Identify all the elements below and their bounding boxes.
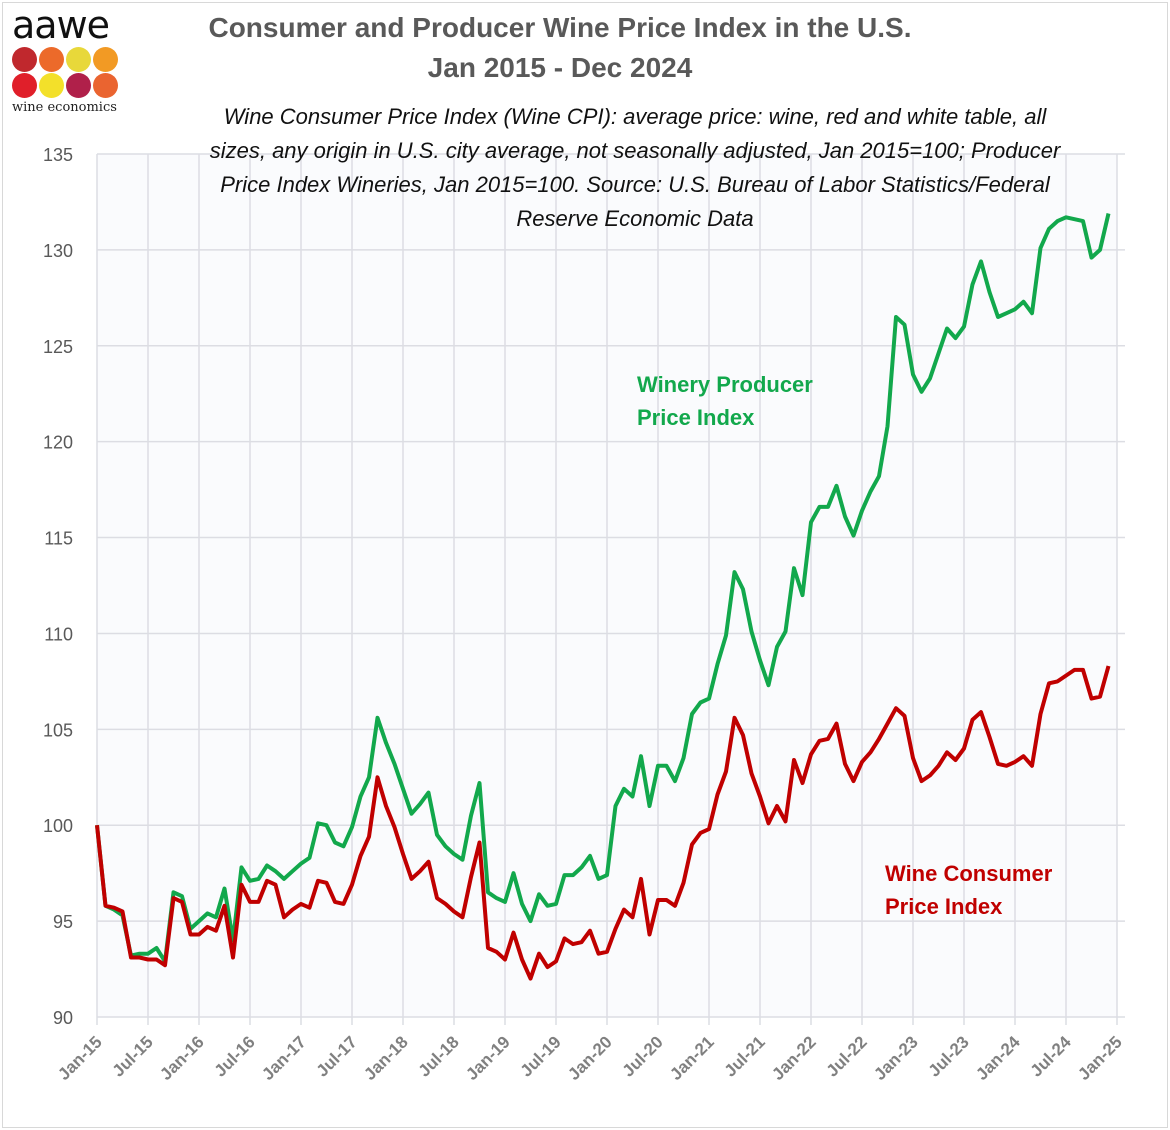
y-tick-label: 90 — [53, 1008, 73, 1028]
logo-dot — [12, 73, 37, 98]
cpi-series-label: Wine Consumer Price Index — [885, 857, 1052, 923]
y-tick-label: 125 — [43, 337, 73, 357]
x-tick-label: Jan-15 — [54, 1032, 106, 1084]
title-line-1: Consumer and Producer Wine Price Index i… — [208, 12, 912, 43]
y-tick-label: 120 — [43, 433, 73, 453]
logo-dot — [12, 47, 37, 72]
y-tick-label: 115 — [44, 529, 73, 549]
y-tick-label: 95 — [53, 912, 73, 932]
y-tick-label: 100 — [43, 816, 73, 836]
ppi-series-label: Winery Producer Price Index — [637, 368, 813, 434]
x-tick-label: Jan-23 — [870, 1032, 922, 1084]
x-tick-label: Jul-18 — [415, 1032, 463, 1080]
logo-dot — [93, 47, 118, 72]
logo-dot — [93, 73, 118, 98]
x-tick-label: Jul-21 — [721, 1032, 769, 1080]
x-tick-label: Jul-23 — [925, 1032, 973, 1080]
x-tick-label: Jan-22 — [768, 1032, 820, 1084]
title-line-2: Jan 2015 - Dec 2024 — [427, 52, 693, 83]
x-tick-label: Jan-17 — [258, 1032, 310, 1084]
logo-dot — [66, 73, 91, 98]
logo-dot — [39, 47, 64, 72]
y-tick-label: 110 — [44, 624, 73, 644]
logo-wordmark: aawe — [12, 3, 110, 47]
y-tick-label: 135 — [43, 145, 73, 165]
x-tick-label: Jan-24 — [972, 1032, 1024, 1084]
x-tick-label: Jan-20 — [564, 1032, 616, 1084]
x-tick-label: Jul-22 — [823, 1032, 871, 1080]
x-tick-label: Jul-19 — [517, 1032, 565, 1080]
chart-title: Consumer and Producer Wine Price Index i… — [140, 8, 980, 88]
x-tick-label: Jul-24 — [1027, 1032, 1076, 1081]
cpi-label-line-1: Wine Consumer — [885, 861, 1053, 886]
ppi-label-line-2: Price Index — [637, 405, 755, 430]
logo-tagline: wine economics — [12, 100, 117, 115]
x-tick-label: Jul-17 — [313, 1032, 361, 1080]
x-tick-label: Jan-21 — [666, 1032, 718, 1084]
x-tick-label: Jan-19 — [462, 1032, 514, 1084]
ppi-series-line — [95, 213, 1111, 964]
cpi-series-line — [95, 665, 1111, 981]
x-tick-label: Jul-15 — [109, 1032, 157, 1080]
x-tick-label: Jan-25 — [1074, 1032, 1126, 1084]
chart-subtitle: Wine Consumer Price Index (Wine CPI): av… — [209, 104, 1061, 231]
logo-dot — [39, 73, 64, 98]
logo-dots — [12, 47, 127, 98]
ppi-label-line-1: Winery Producer — [637, 372, 813, 397]
x-tick-label: Jan-18 — [360, 1032, 412, 1084]
aawe-logo: aawe wine economics — [12, 6, 127, 115]
cpi-label-line-2: Price Index — [885, 894, 1003, 919]
y-tick-label: 130 — [43, 241, 73, 261]
x-tick-label: Jan-16 — [156, 1032, 208, 1084]
x-tick-label: Jul-16 — [211, 1032, 259, 1080]
logo-dot — [66, 47, 91, 72]
y-tick-label: 105 — [43, 720, 73, 740]
x-tick-label: Jul-20 — [619, 1032, 667, 1080]
